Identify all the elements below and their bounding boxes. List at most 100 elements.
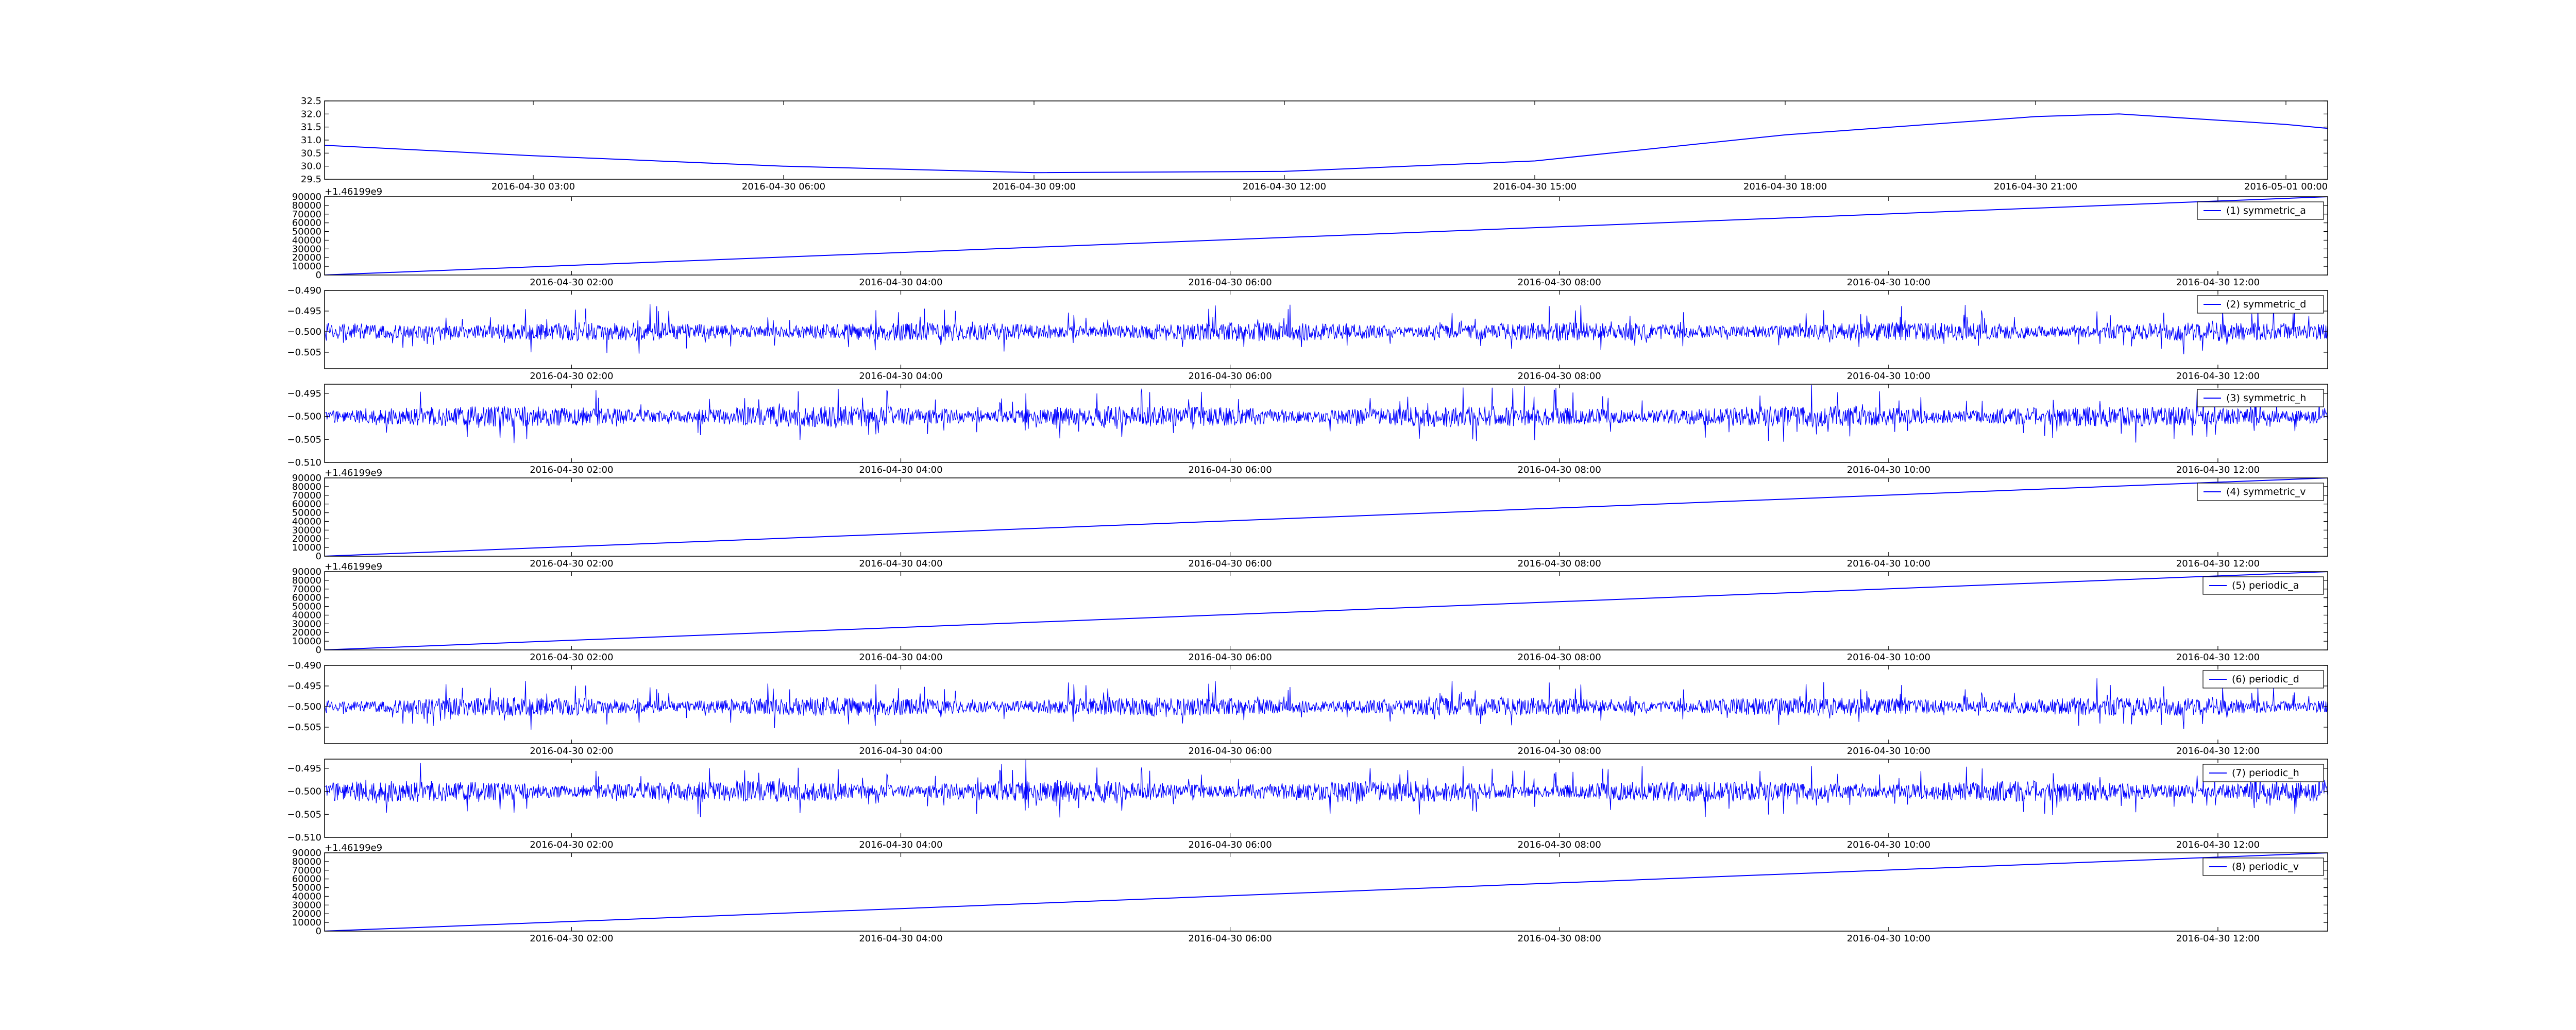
y-tick-label: 30000: [292, 619, 321, 629]
x-tick-label: 2016-04-30 06:00: [1188, 465, 1272, 475]
y-tick-label: 20000: [292, 627, 321, 638]
axis-offset-label: +1.46199e9: [325, 468, 382, 478]
y-tick-label: 40000: [292, 235, 321, 246]
x-tick-label: 2016-04-30 08:00: [1518, 465, 1601, 475]
y-tick-label: −0.505: [287, 809, 321, 820]
y-tick-label: 32.5: [301, 96, 321, 107]
series-line: [325, 197, 2328, 275]
y-tick-label: 80000: [292, 482, 321, 492]
x-tick-label: 2016-04-30 12:00: [2176, 746, 2260, 757]
x-tick-label: 2016-04-30 02:00: [530, 652, 613, 663]
series-line: [325, 760, 2328, 818]
chart-panel-9: 0100002000030000400005000060000700008000…: [292, 843, 2328, 944]
y-tick-label: 50000: [292, 508, 321, 519]
series-line: [325, 678, 2328, 730]
legend-label: (8) periodic_v: [2232, 861, 2299, 872]
x-tick-label: 2016-04-30 06:00: [742, 181, 825, 192]
x-tick-label: 2016-04-30 10:00: [1847, 746, 1930, 757]
x-tick-label: 2016-04-30 04:00: [859, 465, 942, 475]
chart-panel-2: 0100002000030000400005000060000700008000…: [292, 186, 2328, 288]
legend-label: (1) symmetric_a: [2226, 205, 2306, 216]
y-tick-label: 29.5: [301, 174, 321, 185]
y-tick-label: −0.495: [287, 306, 321, 317]
y-tick-label: 60000: [292, 218, 321, 229]
y-tick-label: 90000: [292, 848, 321, 859]
chart-panel-3: −0.505 −0.500 −0.495 −0.490 2016-04-30 02:00…: [287, 285, 2328, 382]
y-tick-label: 90000: [292, 473, 321, 484]
x-tick-label: 2016-04-30 04:00: [859, 933, 942, 944]
legend-label: (3) symmetric_h: [2226, 392, 2306, 404]
y-tick-label: 0: [316, 551, 321, 562]
x-tick-label: 2016-05-01 00:00: [2244, 181, 2328, 192]
y-tick-label: 10000: [292, 261, 321, 272]
chart-panel-1: 29.5 30.0 30.5 31.0 31.5 32.0 32.5 2016-04-30 0…: [301, 96, 2328, 192]
y-tick-label: 30000: [292, 525, 321, 536]
series-line: [325, 385, 2328, 443]
x-tick-label: 2016-04-30 12:00: [2176, 465, 2260, 475]
y-tick-label: 0: [316, 270, 321, 281]
x-tick-label: 2016-04-30 06:00: [1188, 652, 1272, 663]
chart-panel-6: 0100002000030000400005000060000700008000…: [292, 561, 2328, 663]
y-tick-label: 0: [316, 926, 321, 937]
y-tick-label: 10000: [292, 636, 321, 647]
y-tick-label: 31.5: [301, 122, 321, 133]
x-tick-label: 2016-04-30 04:00: [859, 558, 942, 569]
x-tick-label: 2016-04-30 02:00: [530, 371, 613, 382]
y-tick-label: −0.510: [287, 457, 321, 468]
y-tick-label: 80000: [292, 856, 321, 867]
series-line: [325, 853, 2328, 931]
chart-panel-7: −0.505 −0.500 −0.495 −0.490 2016-04-30 02:00…: [287, 660, 2328, 757]
y-tick-label: 90000: [292, 192, 321, 202]
y-tick-label: −0.505: [287, 434, 321, 445]
x-tick-label: 2016-04-30 02:00: [530, 277, 613, 288]
x-tick-label: 2016-04-30 12:00: [1243, 181, 1326, 192]
x-tick-label: 2016-04-30 04:00: [859, 277, 942, 288]
series-line: [325, 303, 2328, 354]
y-tick-label: 70000: [292, 865, 321, 876]
axes-frame: [324, 100, 2328, 180]
y-tick-label: 20000: [292, 252, 321, 263]
y-tick-label: 90000: [292, 566, 321, 577]
y-tick-label: 70000: [292, 209, 321, 220]
axes-frame: [324, 852, 2328, 932]
chart-panel-5: 0100002000030000400005000060000700008000…: [292, 468, 2328, 569]
x-tick-label: 2016-04-30 12:00: [2176, 277, 2260, 288]
axis-offset-label: +1.46199e9: [325, 843, 382, 853]
y-tick-label: 50000: [292, 602, 321, 612]
x-tick-label: 2016-04-30 06:00: [1188, 558, 1272, 569]
y-tick-label: 60000: [292, 499, 321, 510]
x-tick-label: 2016-04-30 10:00: [1847, 933, 1930, 944]
x-tick-label: 2016-04-30 06:00: [1188, 839, 1272, 850]
y-tick-label: 40000: [292, 610, 321, 621]
y-tick-label: 30.5: [301, 148, 321, 159]
series-line: [325, 113, 2328, 174]
x-tick-label: 2016-04-30 10:00: [1847, 839, 1930, 850]
x-tick-label: 2016-04-30 21:00: [1994, 181, 2077, 192]
y-tick-label: 10000: [292, 917, 321, 928]
y-tick-label: −0.490: [287, 660, 321, 671]
x-tick-label: 2016-04-30 08:00: [1518, 652, 1601, 663]
y-tick-label: 30000: [292, 900, 321, 911]
x-tick-label: 2016-04-30 12:00: [2176, 652, 2260, 663]
y-tick-label: 60000: [292, 593, 321, 604]
y-tick-label: 20000: [292, 534, 321, 544]
y-tick-label: 31.0: [301, 135, 321, 146]
x-tick-label: 2016-04-30 06:00: [1188, 933, 1272, 944]
y-tick-label: 60000: [292, 874, 321, 885]
y-tick-label: 50000: [292, 227, 321, 237]
x-tick-label: 2016-04-30 10:00: [1847, 465, 1930, 475]
axes-frame: [324, 759, 2328, 838]
x-tick-label: 2016-04-30 06:00: [1188, 277, 1272, 288]
y-tick-label: 80000: [292, 200, 321, 211]
y-tick-label: 20000: [292, 908, 321, 919]
x-tick-label: 2016-04-30 08:00: [1518, 933, 1601, 944]
x-tick-label: 2016-04-30 04:00: [859, 839, 942, 850]
axes-frame: [324, 290, 2328, 369]
x-tick-label: 2016-04-30 06:00: [1188, 371, 1272, 382]
x-tick-label: 2016-04-30 04:00: [859, 746, 942, 757]
x-tick-label: 2016-04-30 02:00: [530, 558, 613, 569]
series-line: [325, 572, 2328, 650]
y-tick-label: −0.495: [287, 763, 321, 774]
y-tick-label: 70000: [292, 490, 321, 501]
